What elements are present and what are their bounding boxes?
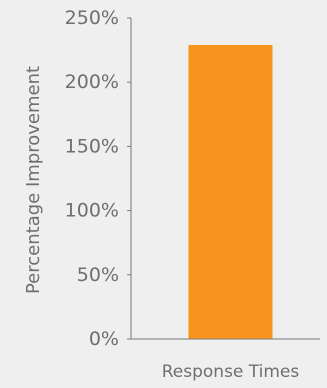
bar-series (188, 44, 273, 340)
y-tick-label: 150% (65, 135, 119, 157)
y-tick-label: 200% (65, 71, 119, 93)
y-axis-label: Percentage Improvement (23, 66, 44, 294)
y-tick-label: 100% (65, 200, 119, 222)
y-tick-label: 0% (89, 328, 119, 350)
bar (188, 44, 273, 340)
x-tick-label: Response Times (162, 362, 300, 382)
y-tick-label: 250% (65, 7, 119, 29)
y-axis-ticks: 0% 50% 100% 150% 200% 250% (65, 7, 131, 350)
y-tick-label: 50% (77, 264, 119, 286)
x-axis-ticks: Response Times (162, 362, 300, 382)
